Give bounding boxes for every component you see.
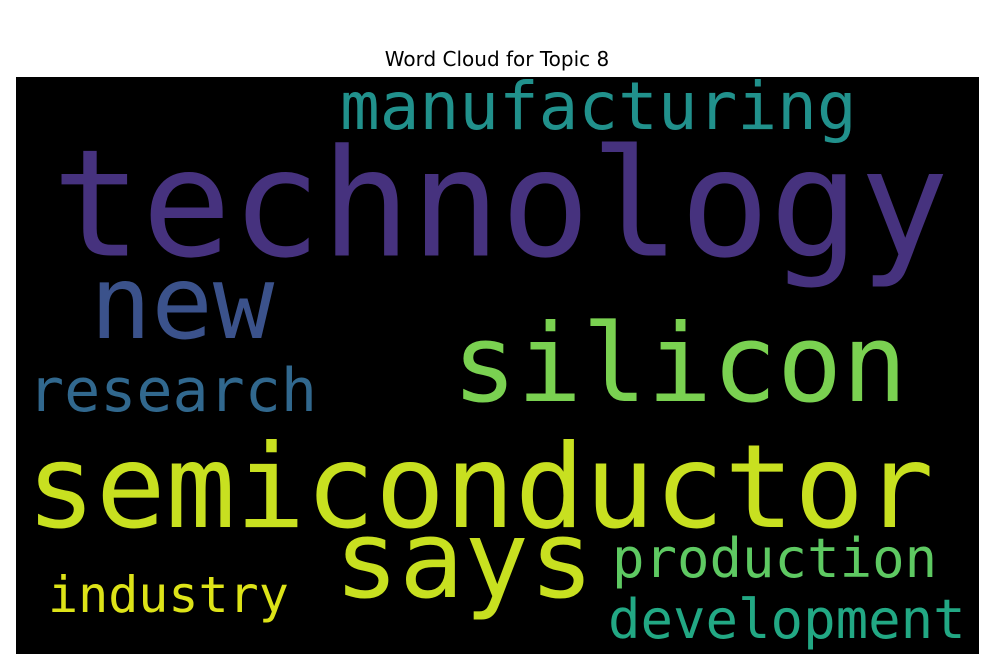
word-technology: technology (52, 118, 950, 292)
word-development: development (608, 588, 966, 651)
word-silicon: silicon (452, 302, 908, 427)
word-manufacturing: manufacturing (340, 77, 857, 145)
word-semiconductor: semiconductor (26, 420, 934, 555)
chart-title: Word Cloud for Topic 8 (384, 47, 610, 71)
word-says: says (334, 498, 595, 623)
word-industry: industry (48, 566, 289, 624)
word-research: research (28, 356, 317, 426)
word-cloud-canvas: technology semiconductor silicon says ne… (16, 77, 979, 654)
word-production: production (612, 527, 938, 590)
word-new: new (90, 244, 275, 363)
